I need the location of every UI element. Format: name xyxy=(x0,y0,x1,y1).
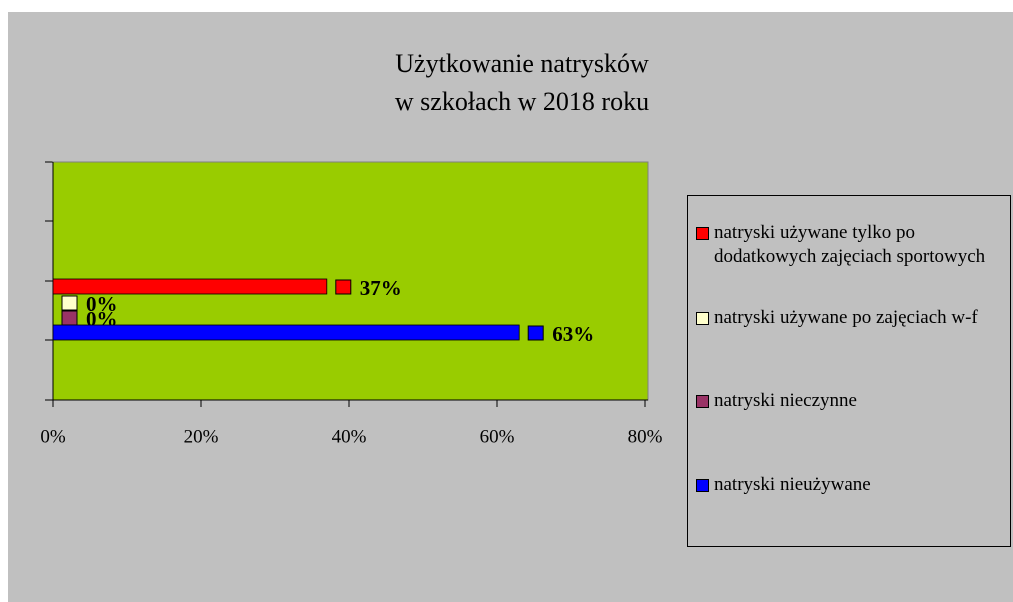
chart-title: Użytkowanie natrysków xyxy=(395,49,649,78)
x-tick-label: 0% xyxy=(40,426,66,447)
legend-item: natryski nieużywane xyxy=(696,473,1012,497)
x-tick-label: 80% xyxy=(628,426,663,447)
data-label: 0% xyxy=(86,292,118,316)
label-key xyxy=(527,325,544,341)
legend-key xyxy=(696,395,709,408)
legend-item: natryski używane po zajęciach w-f xyxy=(696,306,1012,330)
legend-label: natryski używane po zajęciach w-f xyxy=(714,307,978,328)
x-tick-label: 60% xyxy=(480,426,515,447)
legend: natryski używane tylko po dodatkowych za… xyxy=(687,195,1011,547)
bar xyxy=(52,278,328,295)
legend-item: natryski używane tylko po dodatkowych za… xyxy=(696,221,1012,269)
label-key xyxy=(335,279,352,295)
x-tick-label: 20% xyxy=(184,426,219,447)
legend-label: natryski nieczynne xyxy=(714,390,857,411)
data-label: 37% xyxy=(360,276,402,300)
chart-title: w szkołach w 2018 roku xyxy=(395,87,649,116)
legend-key xyxy=(696,479,709,492)
data-label: 63% xyxy=(552,322,594,346)
label-key xyxy=(61,310,78,326)
legend-key xyxy=(696,312,709,325)
bar xyxy=(52,324,520,341)
x-tick-label: 40% xyxy=(332,426,367,447)
legend-key xyxy=(696,227,709,240)
legend-label: natryski używane tylko po dodatkowych za… xyxy=(714,222,986,267)
label-key xyxy=(61,295,78,311)
legend-item: natryski nieczynne xyxy=(696,389,1012,413)
legend-label: natryski nieużywane xyxy=(714,474,871,495)
